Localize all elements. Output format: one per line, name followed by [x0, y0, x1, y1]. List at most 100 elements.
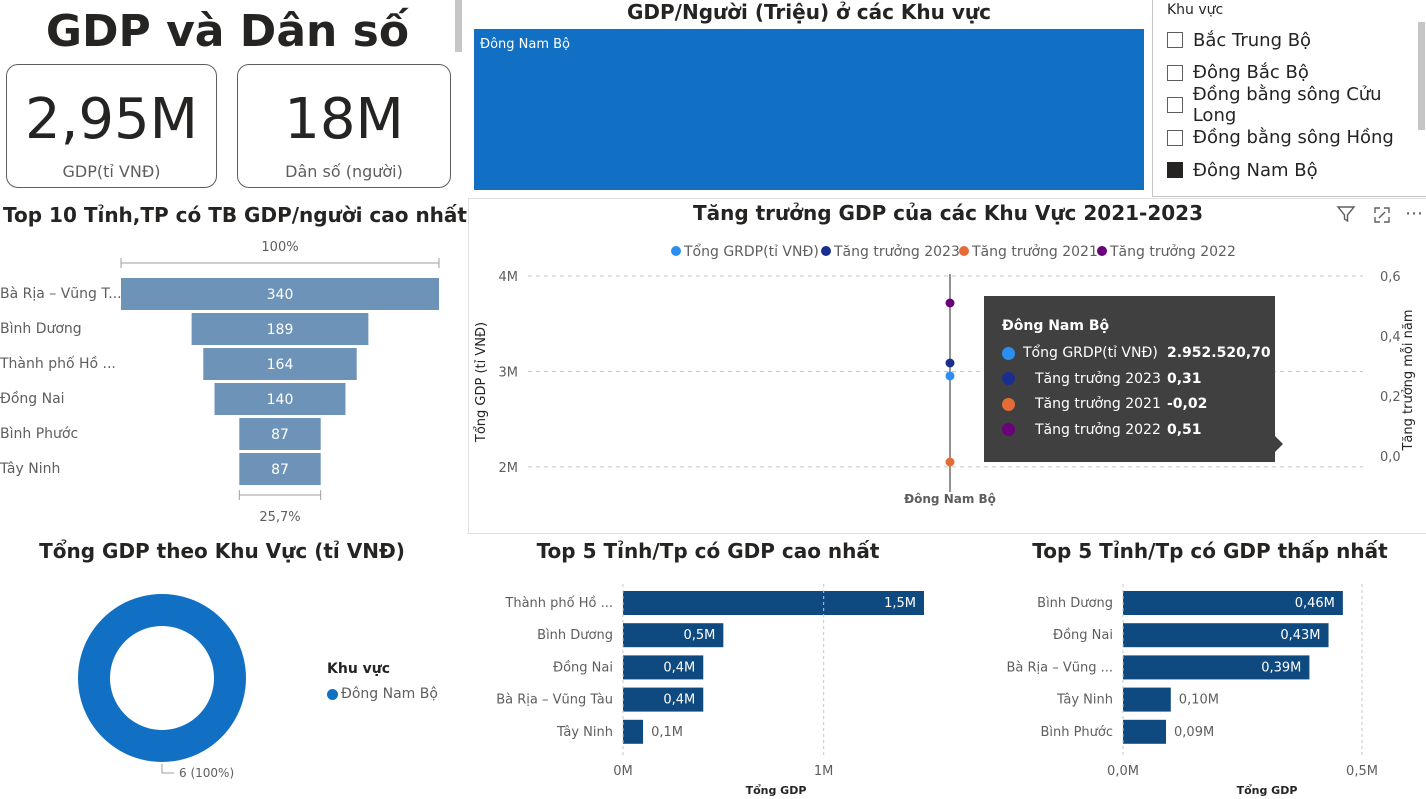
bar-value-label: 0,5M	[683, 628, 715, 643]
legend-label: Đông Nam Bộ	[341, 686, 438, 702]
slicer-item-label: Bắc Trung Bộ	[1193, 29, 1312, 51]
funnel-top-percent: 100%	[261, 240, 298, 255]
legend-marker	[671, 246, 681, 256]
slicer-item[interactable]: Bắc Trung Bộ	[1167, 28, 1311, 52]
growth-chart[interactable]: Tổng GRDP(tỉ VNĐ) Tăng trưởng 2023 Tăng tr…	[468, 230, 1426, 530]
bar-value-label: 0,46M	[1295, 596, 1335, 611]
bar-category-label: Bà Rịa – Vũng Tàu	[496, 693, 613, 708]
legend-marker	[959, 246, 969, 256]
slicer-item[interactable]: Đồng bằng sông Hồng	[1167, 126, 1394, 150]
bar-value-label: 0,09M	[1174, 725, 1214, 740]
funnel-category-label: Tây Ninh	[0, 461, 60, 477]
legend-label: Tổng GRDP(tỉ VNĐ)	[683, 243, 819, 260]
tooltip-value: 0,51	[1167, 421, 1202, 438]
tooltip-dot-icon	[1002, 423, 1015, 436]
bar	[623, 719, 644, 744]
data-point	[945, 298, 955, 308]
funnel-bar	[239, 453, 321, 485]
kpi-label: Dân số (người)	[285, 162, 403, 181]
slicer-title: Khu vực	[1167, 2, 1224, 18]
bar	[623, 687, 704, 712]
slicer-item-label: Đồng bằng sông Cửu Long	[1192, 84, 1382, 126]
tooltip-dot-icon	[1002, 397, 1015, 411]
tooltip-label: Tổng GRDP(tỉ VNĐ)	[1023, 345, 1158, 361]
y-tick-left: 4M	[499, 270, 519, 285]
bar-category-label: Đồng Nai	[553, 660, 613, 675]
funnel-value-label: 340	[267, 287, 294, 303]
filter-icon[interactable]	[1336, 204, 1356, 229]
top5-low-chart[interactable]: Bình Dương 0,46M Đồng Nai 0,43M Bà Rịa – Vũn…	[960, 570, 1426, 799]
legend-title: Khu vực	[327, 661, 391, 677]
slicer-scrollbar[interactable]	[1418, 22, 1425, 130]
tooltip-title: Đông Nam Bộ	[1002, 318, 1110, 334]
bar	[1123, 591, 1343, 615]
donut-chart[interactable]: 6 (100%)	[0, 570, 460, 799]
funnel-value-label: 189	[267, 322, 294, 338]
y-tick-left: 3M	[499, 365, 519, 380]
kpi-card-population: 18M Dân số (người)	[237, 64, 451, 188]
data-point	[945, 457, 955, 467]
x-tick: 0,5M	[1346, 764, 1378, 779]
visual-title: Tổng GDP theo Khu Vực (tỉ VNĐ)	[39, 539, 405, 563]
funnel-category-label: Thành phố Hồ ...	[0, 355, 116, 372]
visual-title: Top 10 Tỉnh,TP có TB GDP/người cao nhất	[3, 203, 467, 227]
funnel-value-label: 87	[271, 427, 289, 443]
tooltip-label: Tăng trưởng 2021	[1035, 396, 1161, 412]
funnel-bottom-bracket	[238, 490, 322, 500]
checkbox[interactable]	[1167, 162, 1183, 178]
kpi-card-gdp: 2,95M GDP(tỉ VNĐ)	[6, 64, 217, 188]
legend-label: Tăng trưởng 2023	[833, 244, 960, 260]
bar-category-label: Đồng Nai	[1053, 628, 1113, 643]
slice-data-label: 6 (100%)	[179, 766, 234, 780]
slicer-item-label: Đông Bắc Bộ	[1193, 62, 1309, 83]
legend-dot-icon	[327, 688, 338, 700]
y-axis-label-left: Tổng GDP (tỉ VNĐ)	[474, 322, 489, 443]
bar-category-label: Tây Ninh	[556, 725, 613, 740]
bar-category-label: Bình Dương	[537, 628, 613, 643]
visual-title: Top 5 Tỉnh/Tp có GDP thấp nhất	[1032, 539, 1388, 563]
bar-value-label: 0,4M	[663, 693, 695, 708]
x-tick: 0,0M	[1107, 764, 1139, 779]
x-axis-label: Tổng GDP	[1237, 784, 1298, 797]
x-tick: 0M	[613, 764, 633, 779]
tooltip-row: Tăng trưởng 2022 0,51	[1002, 419, 1202, 441]
top5-high-chart[interactable]: Thành phố Hồ ... 1,5M Bình Dương 0,5M Đồng N…	[468, 570, 948, 799]
checkbox[interactable]	[1167, 97, 1183, 113]
region-bar[interactable]: Đông Nam Bộ	[474, 29, 1144, 190]
y-tick-left: 2M	[499, 461, 519, 476]
bar-category-label: Bà Rịa – Vũng ...	[1006, 660, 1113, 675]
tooltip-arrow	[1275, 436, 1283, 452]
donut-slice	[77, 594, 246, 762]
tooltip: Đông Nam Bộ Tổng GRDP(tỉ VNĐ) 2.952.520,7…	[984, 296, 1275, 462]
funnel-category-label: Bình Phước	[0, 426, 78, 442]
slicer-item[interactable]: Đồng bằng sông Cửu Long	[1167, 84, 1426, 126]
funnel-bar	[121, 278, 439, 310]
y-tick-right: 0,6	[1380, 270, 1401, 285]
bar	[1123, 719, 1167, 744]
more-options-icon[interactable]: ⋯	[1405, 203, 1424, 224]
slicer-item[interactable]: Đông Bắc Bộ	[1167, 61, 1309, 85]
slicer-border	[1152, 196, 1426, 197]
slice-leader-line	[161, 764, 174, 774]
kpi-value: 18M	[284, 87, 404, 152]
funnel-category-label: Bà Rịa – Vũng T...	[0, 286, 122, 302]
legend-item[interactable]: Đông Nam Bộ	[327, 686, 438, 702]
visual-title: Tăng trưởng GDP của các Khu Vực 2021-202…	[692, 201, 1204, 225]
legend-label: Tăng trưởng 2021	[971, 244, 1098, 260]
tooltip-row: Tổng GRDP(tỉ VNĐ) 2.952.520,70	[1002, 342, 1271, 364]
checkbox[interactable]	[1167, 32, 1183, 48]
tooltip-dot-icon	[1002, 372, 1015, 385]
slicer-item[interactable]: Đông Nam Bộ	[1167, 158, 1318, 182]
tooltip-value: -0,02	[1167, 396, 1208, 412]
visual-title: GDP/Người (Triệu) ở các Khu vực	[627, 0, 991, 24]
bar-category-label: Bình Dương	[1037, 596, 1113, 611]
bar-category-label: Tây Ninh	[1056, 693, 1113, 708]
funnel-category-label: Bình Dương	[0, 321, 82, 337]
scrollbar[interactable]	[455, 0, 462, 52]
checkbox[interactable]	[1167, 64, 1183, 81]
funnel-chart[interactable]: 100% 340 Bà Rịa – Vũng T... 189 Bình Dương 16…	[0, 230, 466, 530]
focus-mode-icon[interactable]	[1372, 205, 1392, 229]
funnel-top-bracket	[120, 258, 440, 268]
checkbox[interactable]	[1167, 129, 1183, 146]
tooltip-dot-icon	[1002, 346, 1015, 360]
